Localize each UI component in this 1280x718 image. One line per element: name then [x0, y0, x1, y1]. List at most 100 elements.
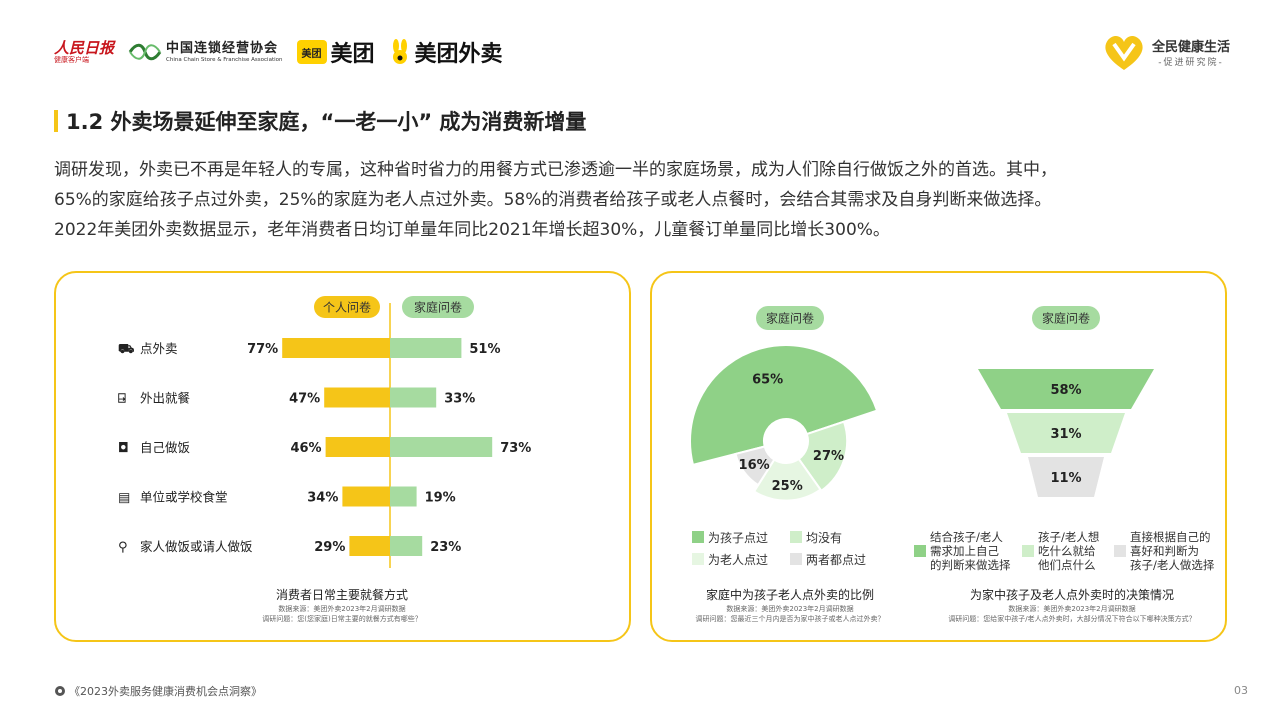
footer-report-text: 《2023外卖服务健康消费机会点洞察》 — [69, 685, 262, 698]
legend-personal-label: 个人问卷 — [323, 300, 371, 315]
intro-line-1: 调研发现，外卖已不再是年轻人的专属，这种省时省力的用餐方式已渗透逾一半的家庭场景… — [54, 160, 1057, 180]
ccfa-logo: 中国连锁经营协会 China Chain Store & Franchise A… — [128, 40, 283, 64]
people-daily-logo-main: 人民日报 — [54, 38, 115, 57]
legend-family-label: 家庭问卷 — [414, 300, 462, 315]
bar-family-3 — [390, 486, 417, 507]
funnel-legend-label-0: 结合孩子/老人需求加上自己的判断来做选择 — [930, 530, 1011, 572]
bar-family-2 — [390, 437, 493, 457]
value-family-0: 51% — [469, 342, 500, 357]
pie-legend-label-2: 为老人点过 — [708, 553, 768, 567]
meituan-logo-text: 美团 — [330, 42, 375, 67]
people-daily-logo: 人民日报 健康客户端 — [54, 40, 114, 65]
legend-family-pill — [402, 296, 474, 318]
bar-personal-2 — [325, 437, 390, 457]
funnel-caption: 为家中孩子及老人点外卖时的决策情况 — [970, 587, 1174, 602]
meituan-waimai-logo: 美团外卖 — [389, 36, 503, 68]
category-label-0: 点外卖 — [140, 341, 178, 356]
value-family-1: 33% — [444, 392, 475, 407]
funnel-layer-0 — [978, 369, 1154, 409]
pie-slice-3 — [734, 445, 776, 487]
ccfa-mark-icon — [128, 41, 162, 63]
pie-legend-swatch-0 — [692, 531, 704, 543]
value-family-4: 23% — [430, 540, 461, 555]
pie-question: 调研问题：您最近三个月内是否为家中孩子或老人点过外卖？ — [696, 614, 885, 623]
bar-chart-question: 调研问题：您(您家庭)日常主要的就餐方式有哪些？ — [262, 614, 421, 623]
dining-methods-chart: 个人问卷 家庭问卷 77% 51% ⛟ 点外卖 47% 33% ⍈ 外出就餐 46% 73% ◘ 自己做饭… — [118, 296, 531, 623]
section-title-text: 1.2 外卖场景延伸至家庭，“一老一小” 成为消费新增量 — [66, 110, 587, 134]
people-daily-logo-sub: 健康客户端 — [54, 55, 89, 64]
funnel-legend-swatch-1 — [1022, 545, 1034, 557]
funnel-legend-label-2: 直接根据自己的喜好和判断为孩子/老人做选择 — [1130, 530, 1215, 572]
bar-personal-4 — [349, 536, 390, 556]
pie-legend-label-0: 为孩子点过 — [708, 531, 768, 545]
meituan-waimai-logo-text: 美团外卖 — [414, 42, 503, 67]
family-ordering-panel: 家庭问卷 家庭问卷 65% 27% 25% 16% 为孩子点过 均没有 为老人点过 两者都点过 58… — [650, 271, 1227, 642]
bar-family-4 — [390, 536, 423, 556]
funnel-legend-pill-label: 家庭问卷 — [1042, 311, 1090, 326]
footer-bullet-icon — [55, 686, 65, 696]
funnel-legend-swatch-0 — [914, 545, 926, 557]
cooking-pot-icon: ◘ — [118, 441, 129, 456]
bar-family-0 — [390, 338, 462, 358]
bar-personal-3 — [342, 486, 390, 507]
funnel-layer-1 — [1007, 413, 1125, 453]
pie-value-3: 16% — [739, 458, 770, 473]
funnel-legend-pill — [1032, 306, 1100, 330]
footer-report-name: 《2023外卖服务健康消费机会点洞察》 — [55, 683, 262, 699]
dining-methods-panel: 个人问卷 家庭问卷 77% 51% ⛟ 点外卖 47% 33% ⍈ 外出就餐 46% 73% ◘ 自己做饭… — [54, 271, 631, 642]
funnel-layer-2 — [1028, 457, 1104, 497]
intro-paragraph: 调研发现，外卖已不再是年轻人的专属，这种省时省力的用餐方式已渗透逾一半的家庭场景… — [54, 155, 1229, 245]
funnel-legend-swatch-2 — [1114, 545, 1126, 557]
pie-slice-1 — [797, 420, 849, 493]
bar-chart-source: 数据来源：美团外卖2023年2月调研数据 — [278, 604, 405, 613]
value-family-2: 73% — [500, 441, 531, 456]
category-label-1: 外出就餐 — [140, 391, 191, 406]
kangaroo-icon — [389, 39, 411, 65]
door-exit-icon: ⍈ — [118, 392, 126, 407]
health-institute-sub: -促进研究院- — [1158, 58, 1224, 68]
funnel-question: 调研问题：您给家中孩子/老人点外卖时，大部分情况下符合以下哪种决策方式？ — [948, 614, 1195, 623]
ccfa-logo-cn: 中国连锁经营协会 — [166, 40, 279, 56]
value-personal-1: 47% — [289, 392, 320, 407]
pie-legend-swatch-1 — [790, 531, 802, 543]
funnel-legend-label-1: 孩子/老人想吃什么就给他们点什么 — [1038, 530, 1099, 572]
value-personal-3: 34% — [307, 491, 338, 506]
delivery-icon: ⛟ — [118, 342, 134, 357]
value-family-3: 19% — [425, 491, 456, 506]
pie-legend-swatch-2 — [692, 553, 704, 565]
funnel-source: 数据来源：美团外卖2023年2月调研数据 — [1008, 604, 1135, 613]
pie-source: 数据来源：美团外卖2023年2月调研数据 — [726, 604, 853, 613]
bar-personal-1 — [324, 387, 390, 408]
meituan-logo: 美团 美团 — [296, 36, 375, 68]
legend-personal-pill — [314, 296, 380, 318]
title-accent-bar — [54, 110, 58, 132]
pie-value-0: 65% — [752, 373, 783, 388]
bar-chart-caption: 消费者日常主要就餐方式 — [276, 587, 408, 602]
fork-knife-icon: ⚲ — [118, 540, 128, 555]
section-title: 1.2 外卖场景延伸至家庭，“一老一小” 成为消费新增量 — [54, 106, 586, 136]
page-number: 03 — [1234, 684, 1248, 697]
bar-personal-0 — [282, 338, 390, 358]
partner-logos: 人民日报 健康客户端 中国连锁经营协会 China Chain Store & … — [54, 34, 503, 70]
intro-line-3: 2022年美团外卖数据显示，老年消费者日均订单量年同比2021年增长超30%，儿… — [54, 220, 890, 240]
pie-value-1: 27% — [813, 449, 844, 464]
canteen-building-icon: ▤ — [118, 491, 130, 506]
pie-legend-label-3: 两者都点过 — [806, 553, 866, 567]
funnel-value-1: 31% — [1050, 427, 1081, 442]
intro-line-2: 65%的家庭给孩子点过外卖，25%的家庭为老人点过外卖。58%的消费者给孩子或老… — [54, 190, 1052, 210]
value-personal-2: 46% — [290, 441, 321, 456]
funnel-value-0: 58% — [1050, 383, 1081, 398]
category-label-3: 单位或学校食堂 — [140, 490, 228, 505]
category-label-2: 自己做饭 — [140, 440, 191, 455]
health-institute-name: 全民健康生活 — [1151, 40, 1230, 55]
heart-logo-icon — [1105, 35, 1143, 70]
pie-legend-pill — [756, 306, 824, 330]
pie-slice-2 — [752, 457, 822, 502]
pie-legend-label-1: 均没有 — [806, 530, 842, 545]
pie-caption: 家庭中为孩子老人点外卖的比例 — [706, 587, 874, 602]
value-personal-0: 77% — [247, 342, 278, 357]
ccfa-logo-en: China Chain Store & Franchise Associatio… — [166, 56, 283, 63]
pie-legend-pill-label: 家庭问卷 — [766, 311, 814, 326]
category-label-4: 家人做饭或请人做饭 — [140, 539, 253, 554]
